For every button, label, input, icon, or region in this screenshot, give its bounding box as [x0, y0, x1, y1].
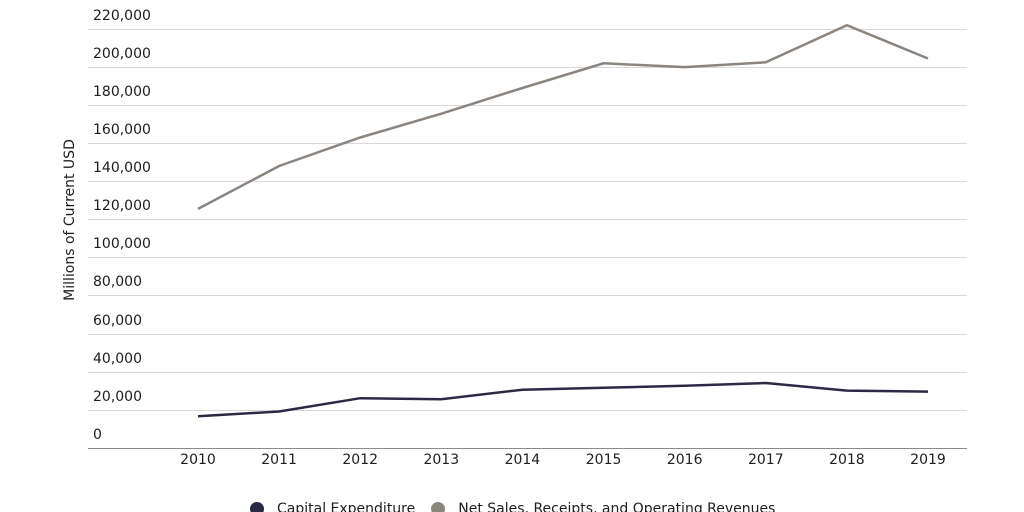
x-tick-label: 2012: [342, 452, 378, 468]
legend-item-label: Capital Expenditure: [277, 501, 416, 512]
y-tick-label: 220,000: [93, 8, 151, 24]
x-tick-label: 2016: [666, 452, 703, 468]
gridline: [88, 333, 967, 335]
y-tick-label: 160,000: [93, 122, 151, 139]
gridline: [88, 257, 967, 259]
y-tick-label: 120,000: [93, 198, 151, 215]
y-tick-label: 20,000: [93, 388, 142, 405]
legend-dot-icon: [250, 502, 264, 512]
x-axis-line: [88, 447, 967, 449]
gridline: [88, 29, 967, 30]
legend-dot-icon: [431, 502, 446, 512]
gridline: [88, 143, 967, 145]
gridline: [88, 295, 967, 297]
x-tick-label: 2017: [747, 452, 784, 468]
legend-item-label: Net Sales, Receipts, and Operating Reven…: [458, 501, 776, 512]
gridline: [88, 409, 967, 411]
y-tick-label: 100,000: [93, 236, 151, 253]
y-tick-label: 0: [93, 426, 102, 443]
x-tick-label: 2015: [585, 452, 622, 468]
gridline: [88, 219, 967, 221]
y-tick-label: 40,000: [93, 350, 142, 367]
x-tick-label: 2013: [423, 452, 460, 468]
gridline: [88, 181, 967, 183]
x-tick-label: 2011: [261, 452, 297, 468]
gridline: [88, 371, 967, 373]
x-tick-label: 2014: [504, 452, 541, 468]
legend-item-capital-expenditure: Capital Expenditure: [250, 501, 415, 512]
gridline: [88, 105, 967, 107]
legend: Capital Expenditure Net Sales, Receipts, …: [250, 501, 775, 512]
y-tick-label: 180,000: [93, 84, 151, 101]
series-line-capital-expenditure: [197, 381, 929, 418]
y-tick-label: 60,000: [93, 312, 142, 329]
gridline: [88, 67, 967, 69]
y-tick-label: 140,000: [93, 160, 151, 177]
legend-item-net-sales-receipts-and-operating-revenues: Net Sales, Receipts, and Operating Reven…: [431, 501, 775, 512]
y-tick-label: 80,000: [93, 274, 142, 291]
x-tick-label: 2019: [910, 452, 946, 468]
x-tick-label: 2010: [180, 452, 216, 468]
x-tick-label: 2018: [829, 452, 865, 468]
series-line-net-sales-receipts-and-operating-revenues: [197, 23, 929, 211]
y-tick-label: 200,000: [93, 46, 151, 63]
